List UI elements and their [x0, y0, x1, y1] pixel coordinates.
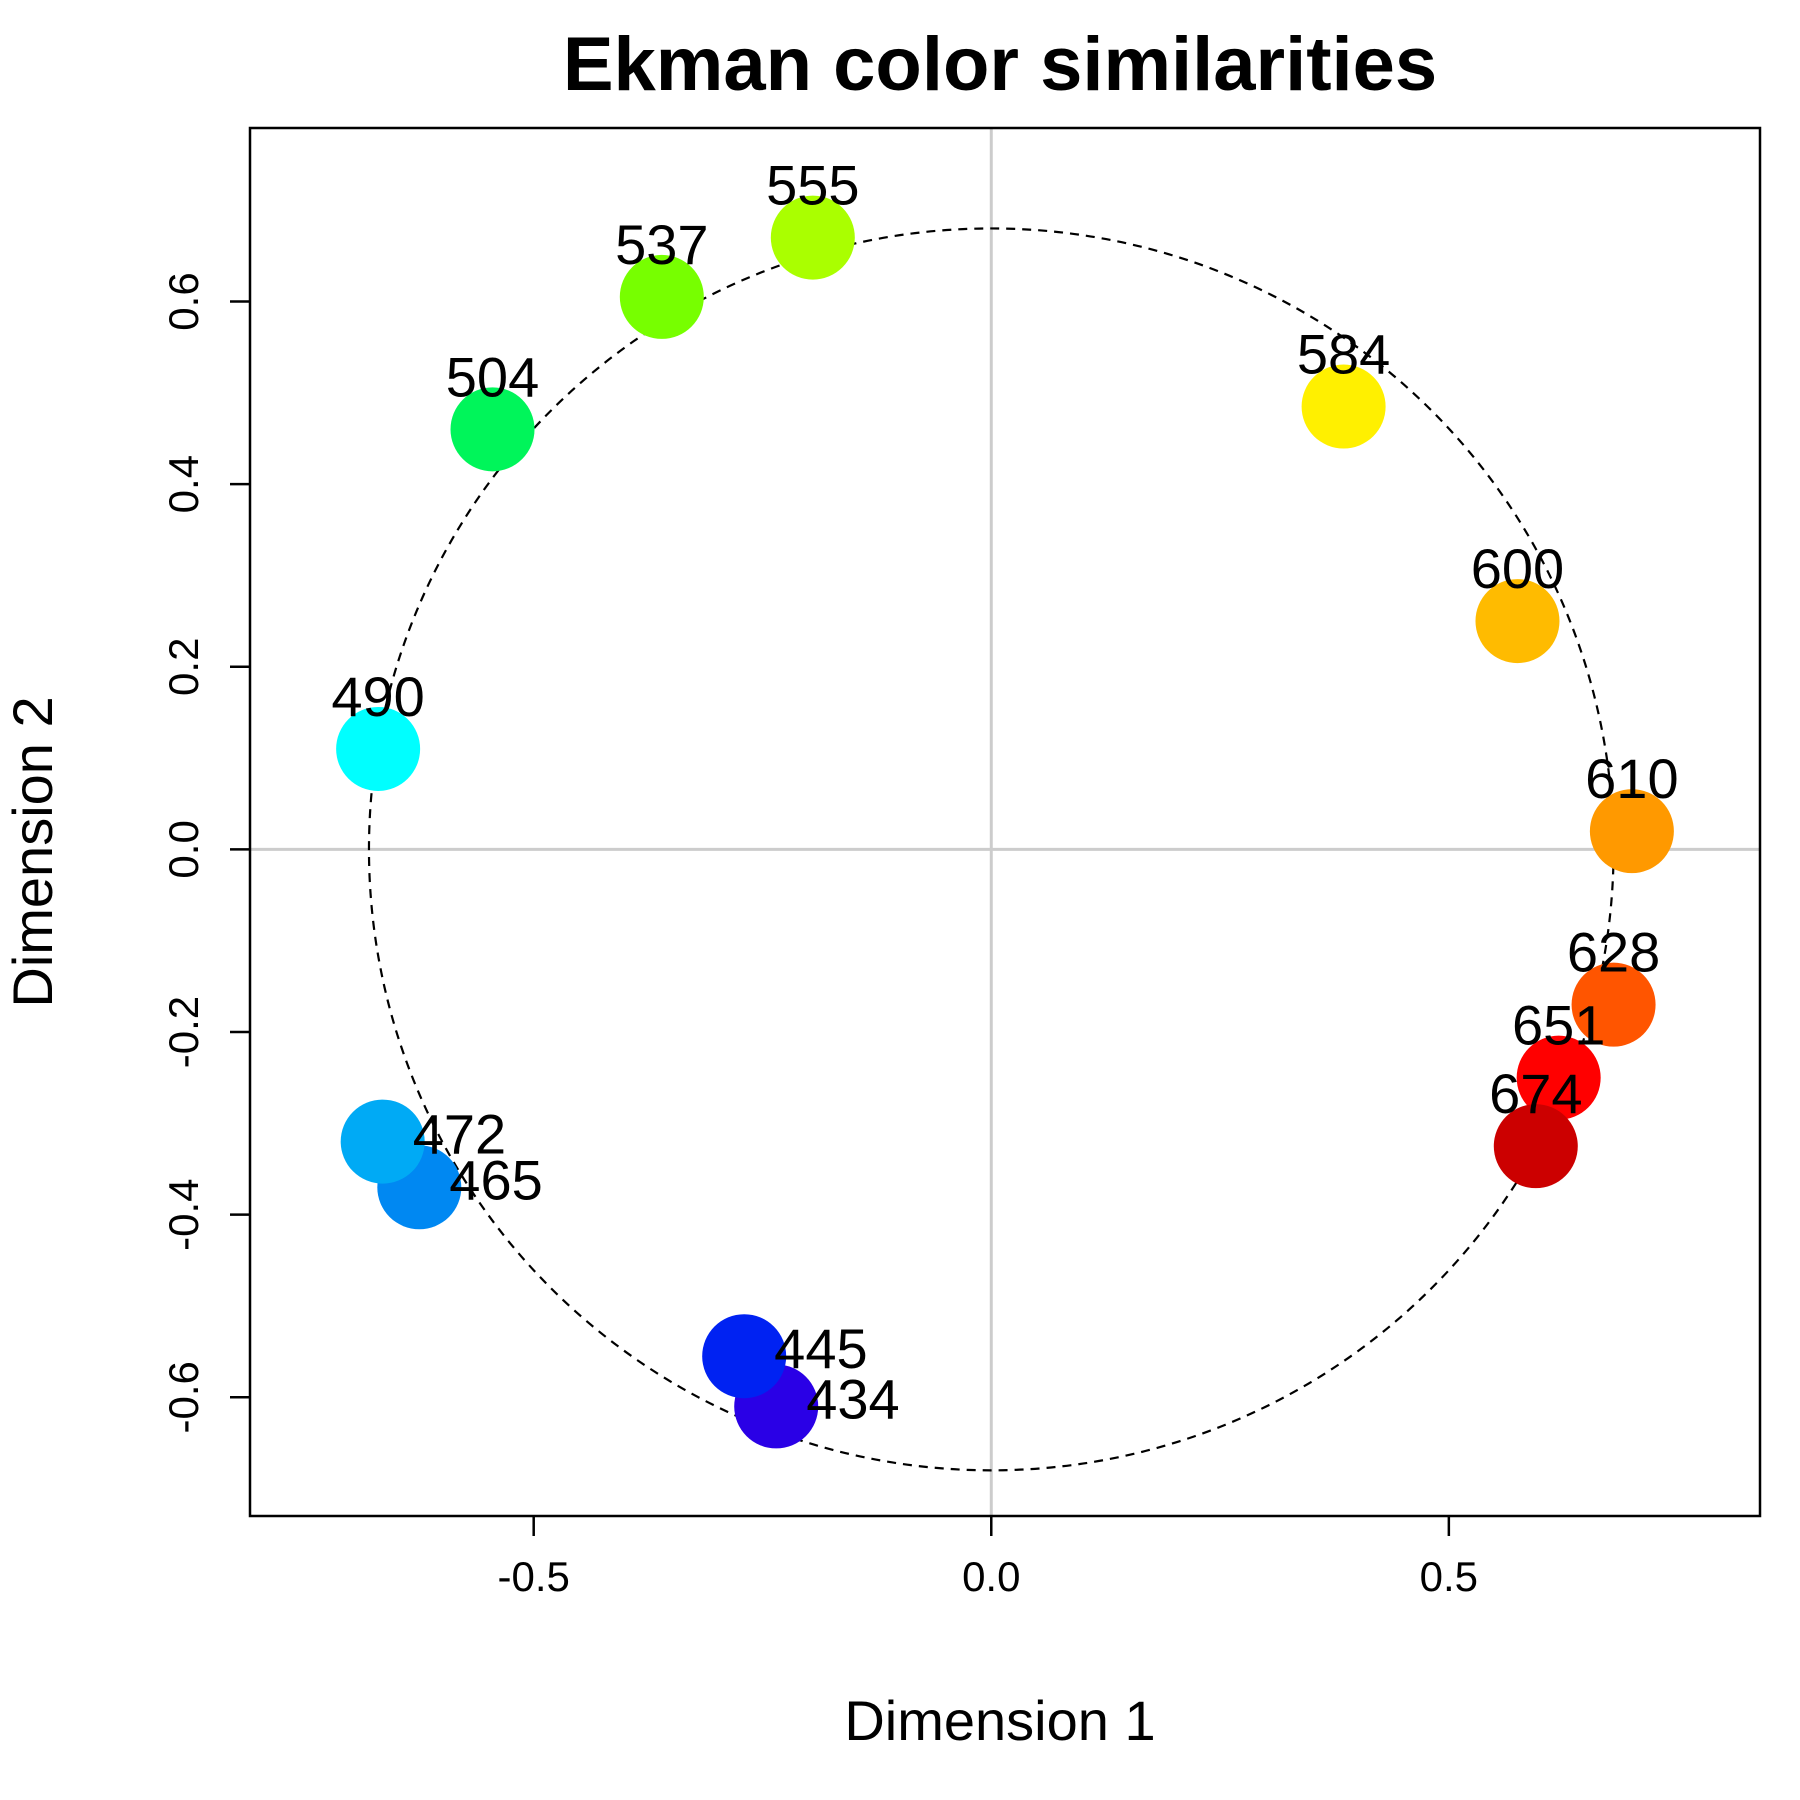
data-point-674: [1493, 1104, 1578, 1189]
y-tick-label: -0.6: [160, 1361, 207, 1433]
data-point-651: [1516, 1035, 1601, 1120]
data-label-600: 600: [1471, 537, 1564, 600]
data-label-537: 537: [615, 213, 708, 276]
chart-title: Ekman color similarities: [563, 22, 1437, 107]
y-tick-label: 0.2: [160, 638, 207, 696]
y-tick-label: -0.4: [160, 1178, 207, 1250]
data-point-537: [619, 254, 704, 339]
data-point-600: [1475, 579, 1560, 664]
data-point-628: [1571, 962, 1656, 1047]
data-label-628: 628: [1567, 921, 1660, 984]
data-label-584: 584: [1297, 323, 1390, 386]
data-label-445: 445: [774, 1317, 867, 1380]
x-tick-label: 0.5: [1420, 1553, 1478, 1600]
data-label-555: 555: [766, 154, 859, 217]
x-tick-label: 0.0: [962, 1553, 1020, 1600]
data-point-555: [770, 195, 855, 280]
x-axis-label: Dimension 1: [844, 1689, 1155, 1752]
data-label-434: 434: [806, 1367, 899, 1430]
x-tick-label: -0.5: [498, 1553, 570, 1600]
data-point-472: [340, 1099, 425, 1184]
data-point-610: [1589, 789, 1674, 874]
y-tick-label: 0.6: [160, 272, 207, 330]
data-label-504: 504: [446, 345, 539, 408]
y-tick-label: 0.4: [160, 455, 207, 513]
y-axis-label: Dimension 2: [1, 696, 64, 1007]
data-point-490: [336, 706, 421, 791]
data-label-465: 465: [449, 1148, 542, 1211]
data-point-445: [702, 1314, 787, 1399]
data-label-490: 490: [331, 665, 424, 728]
data-label-472: 472: [413, 1103, 506, 1166]
data-label-610: 610: [1585, 747, 1678, 810]
data-label-674: 674: [1489, 1062, 1582, 1125]
plot-area: -0.5 0.0 0.5 -0.6 -0.4 -0.2 0.0 0.2 0.4 0.6 434445…: [160, 126, 1762, 1600]
data-point-504: [450, 387, 535, 472]
data-point-584: [1301, 364, 1386, 449]
y-tick-label: 0.0: [160, 820, 207, 878]
data-label-651: 651: [1512, 994, 1605, 1057]
plot-frame: [248, 126, 1762, 1518]
y-tick-label: -0.2: [160, 996, 207, 1068]
